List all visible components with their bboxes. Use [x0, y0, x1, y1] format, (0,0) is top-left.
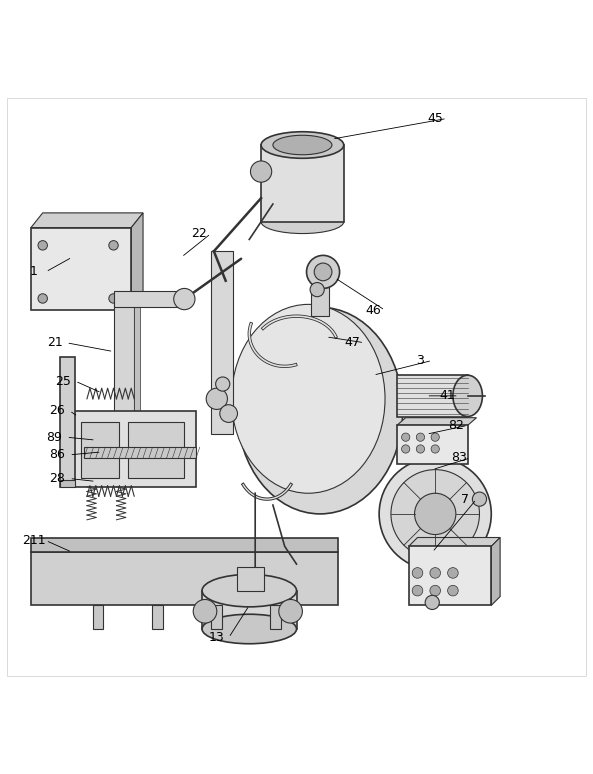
Circle shape [448, 567, 458, 578]
Circle shape [416, 433, 425, 441]
Bar [397, 426, 468, 464]
Bar [81, 423, 119, 478]
Text: 45: 45 [428, 112, 443, 125]
Circle shape [216, 377, 230, 391]
Bar [211, 252, 234, 434]
Circle shape [412, 585, 423, 596]
Bar [113, 299, 134, 470]
Circle shape [193, 600, 217, 623]
Circle shape [38, 294, 47, 303]
Circle shape [314, 263, 332, 281]
Bar [134, 299, 140, 470]
Text: 3: 3 [416, 354, 425, 367]
Bar [270, 605, 280, 629]
Bar [237, 567, 264, 591]
Bar [128, 423, 184, 478]
Circle shape [425, 595, 439, 609]
Circle shape [401, 433, 410, 441]
Bar [84, 447, 196, 458]
Circle shape [412, 567, 423, 578]
Text: 89: 89 [47, 430, 62, 444]
Circle shape [415, 493, 456, 535]
Bar [31, 553, 338, 605]
Circle shape [38, 241, 47, 250]
Circle shape [430, 585, 441, 596]
Circle shape [448, 585, 458, 596]
Circle shape [307, 255, 340, 289]
Text: 86: 86 [50, 448, 65, 461]
Circle shape [109, 241, 118, 250]
Bar [409, 546, 491, 605]
Bar [261, 145, 344, 221]
Ellipse shape [202, 615, 296, 644]
Circle shape [109, 294, 118, 303]
Polygon shape [397, 418, 477, 426]
Bar [60, 358, 75, 488]
Bar [152, 605, 162, 629]
Text: 28: 28 [50, 472, 65, 485]
Polygon shape [491, 537, 500, 605]
Circle shape [431, 445, 439, 453]
Text: 7: 7 [461, 492, 468, 505]
Text: 21: 21 [47, 336, 62, 349]
Bar [202, 591, 296, 629]
Text: 26: 26 [50, 404, 65, 417]
Circle shape [310, 283, 324, 296]
Circle shape [174, 289, 195, 310]
Text: 83: 83 [451, 451, 467, 464]
Text: 13: 13 [209, 632, 225, 644]
Circle shape [473, 492, 486, 506]
Ellipse shape [202, 574, 296, 607]
Text: 25: 25 [55, 375, 71, 388]
Bar [93, 605, 104, 629]
Polygon shape [131, 213, 143, 310]
Ellipse shape [453, 375, 483, 416]
Bar [31, 537, 338, 553]
Bar [113, 291, 184, 307]
Bar [60, 480, 75, 488]
Ellipse shape [261, 132, 344, 159]
Polygon shape [409, 537, 500, 546]
Bar [211, 605, 222, 629]
Circle shape [279, 600, 302, 623]
Circle shape [220, 405, 237, 423]
Text: 46: 46 [365, 303, 381, 317]
Text: 47: 47 [345, 336, 361, 349]
Circle shape [416, 445, 425, 453]
Circle shape [401, 445, 410, 453]
Bar [311, 286, 329, 316]
Ellipse shape [273, 135, 332, 155]
Bar [31, 228, 131, 310]
Ellipse shape [237, 307, 403, 514]
Text: 1: 1 [30, 265, 38, 279]
Polygon shape [31, 213, 143, 228]
Circle shape [250, 161, 272, 182]
FancyArrowPatch shape [187, 259, 241, 297]
Bar [397, 375, 468, 416]
Circle shape [206, 389, 228, 409]
Text: 22: 22 [191, 227, 207, 240]
Circle shape [391, 470, 480, 558]
Text: 211: 211 [22, 534, 46, 547]
Ellipse shape [232, 304, 385, 493]
Circle shape [431, 433, 439, 441]
Bar [72, 411, 196, 488]
Ellipse shape [261, 210, 344, 234]
Text: 82: 82 [448, 419, 464, 432]
Text: 41: 41 [439, 389, 455, 402]
Circle shape [379, 458, 491, 570]
Circle shape [430, 567, 441, 578]
